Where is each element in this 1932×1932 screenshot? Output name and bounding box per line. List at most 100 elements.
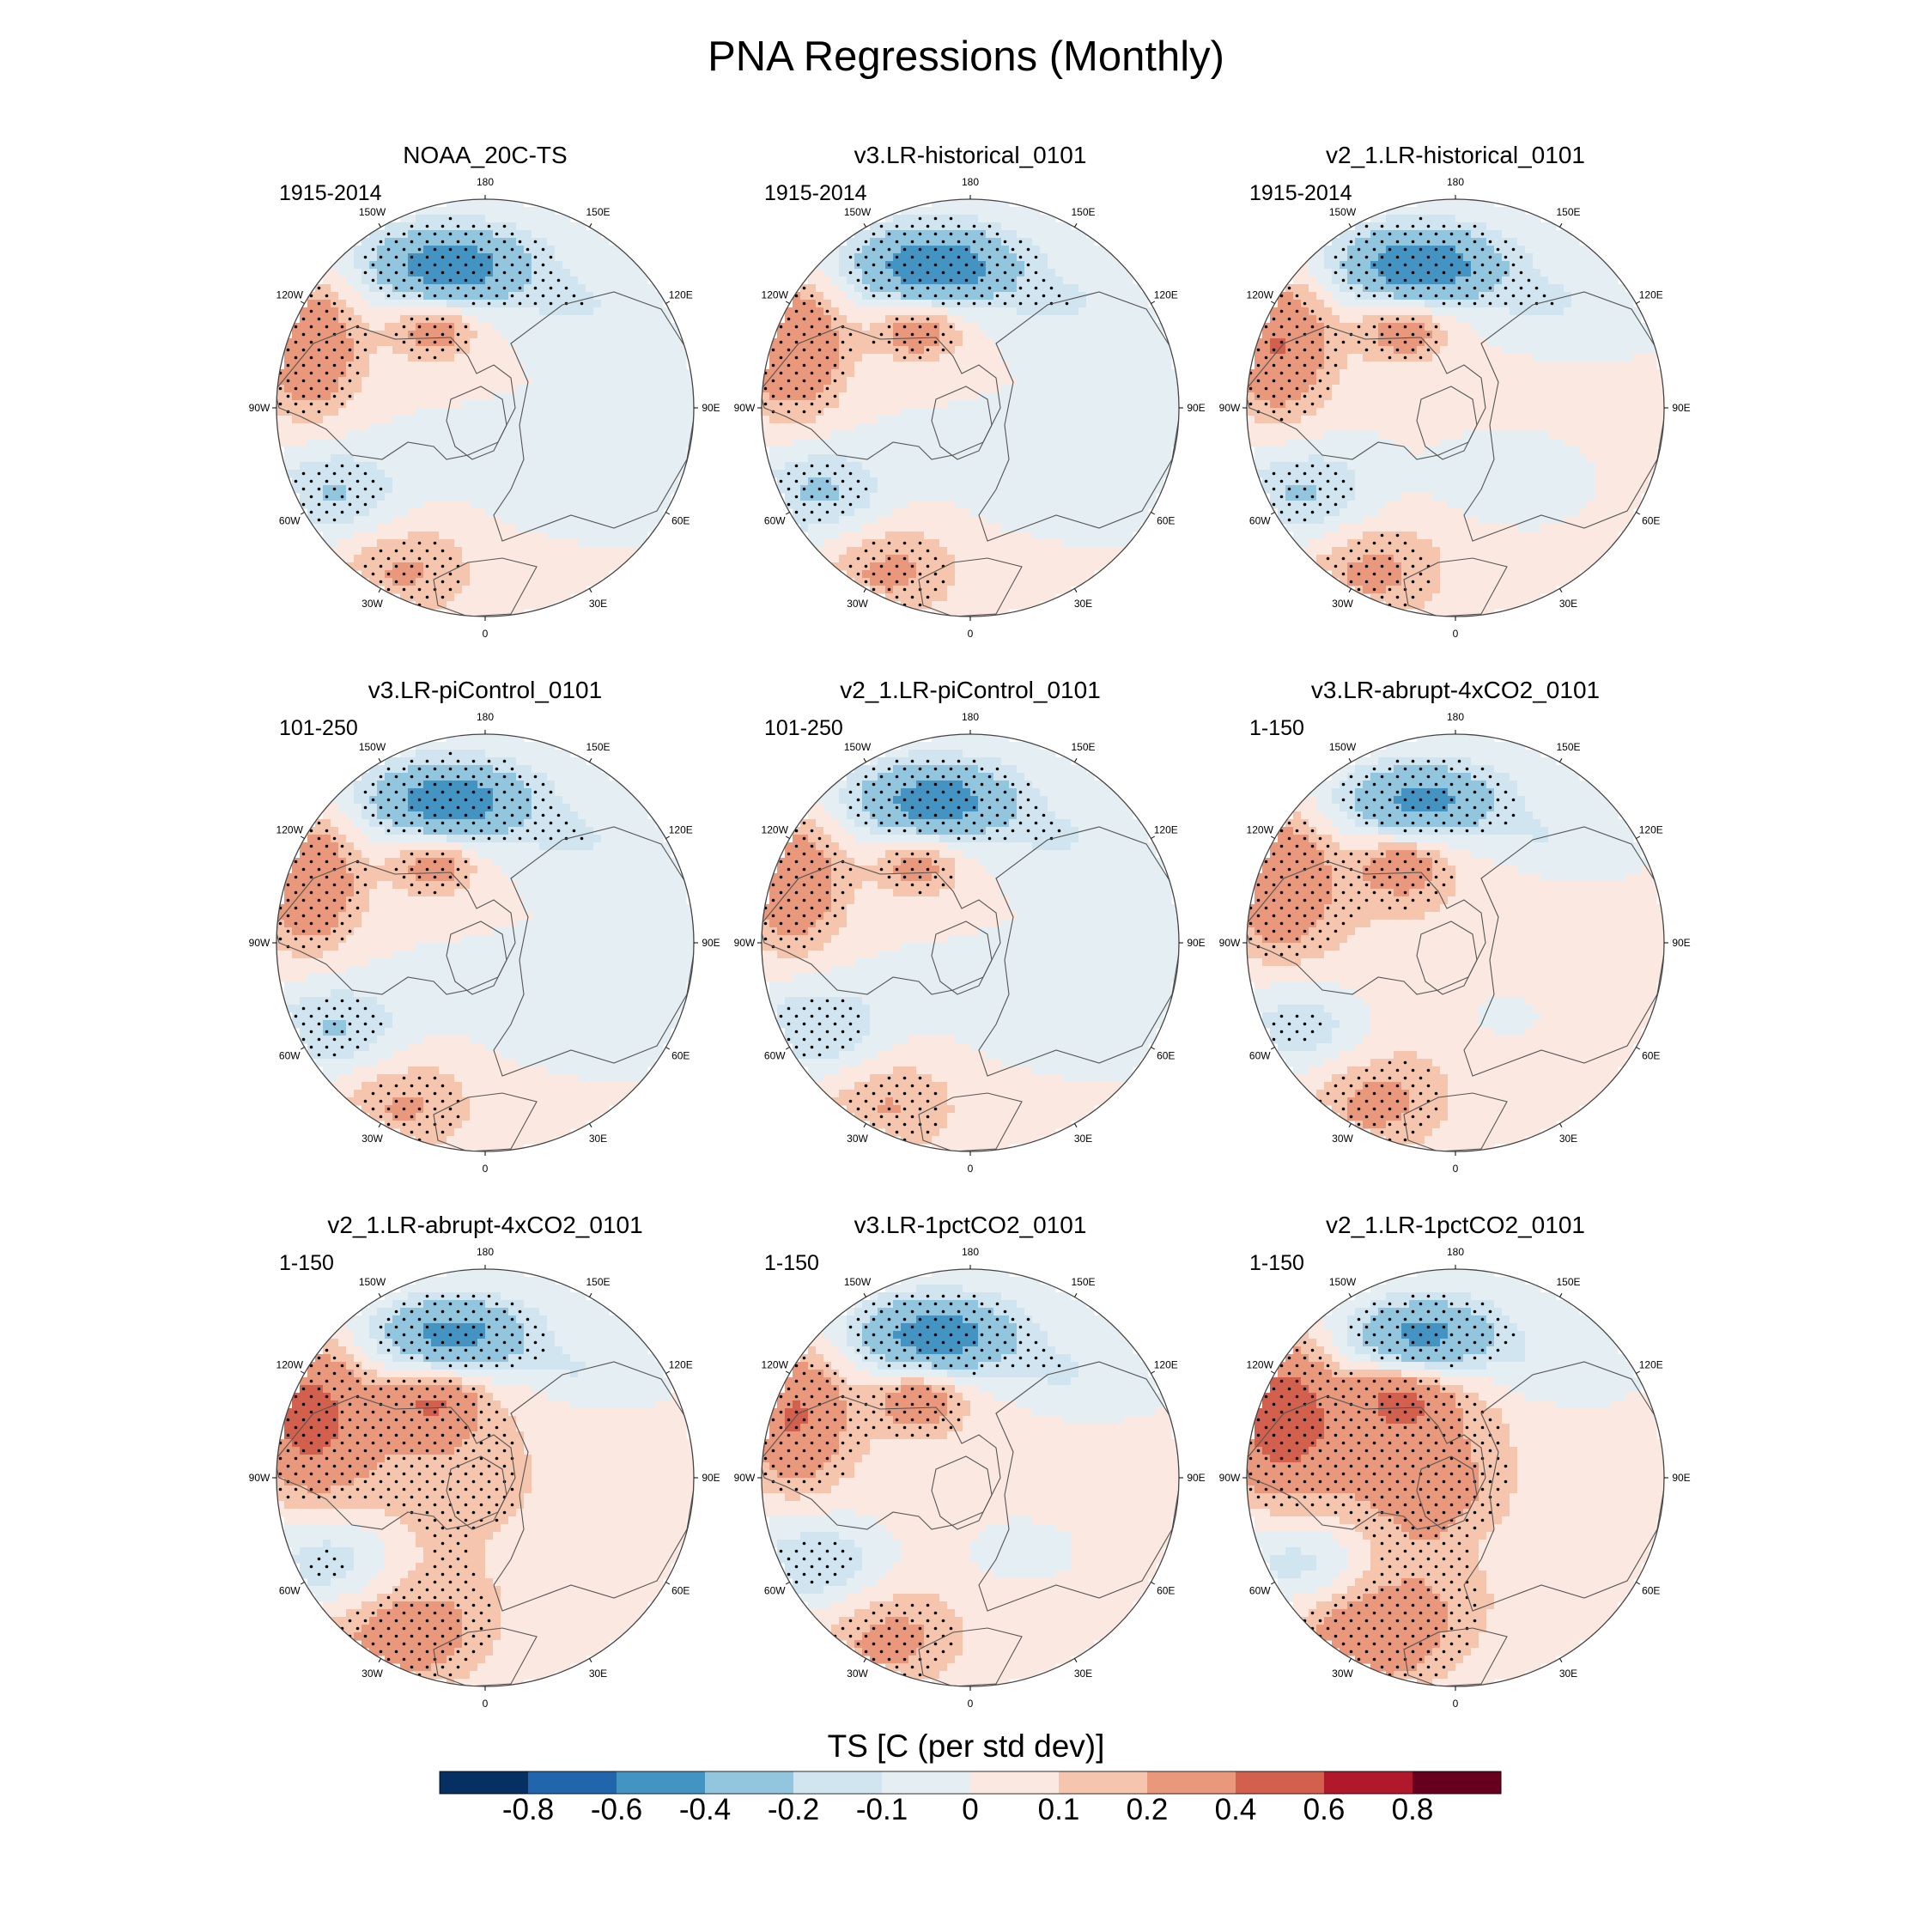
colorbar-tick: -0.4: [679, 1793, 731, 1827]
longitude-label: 150E: [1556, 1276, 1580, 1288]
longitude-label: 150W: [1329, 206, 1357, 218]
longitude-label: 150E: [586, 741, 610, 753]
longitude-label: 90E: [702, 402, 720, 414]
longitude-label: 90E: [1672, 1472, 1690, 1484]
colorbar-tick: 0.8: [1392, 1793, 1434, 1827]
colorbar-tick: -0.2: [768, 1793, 819, 1827]
longitude-label: 150W: [1329, 1276, 1357, 1288]
panel-title: v2_1.LR-1pctCO2_0101: [1326, 1212, 1585, 1238]
colorbar-swatch: [882, 1771, 971, 1794]
longitude-label: 150E: [586, 206, 610, 218]
longitude-label: 90E: [1187, 1472, 1205, 1484]
longitude-label: 120W: [762, 1359, 789, 1371]
ts-regression-field: [1245, 1269, 1666, 1687]
longitude-label: 30W: [1332, 598, 1353, 610]
longitude-label: 0: [968, 628, 974, 640]
colorbar-tick: 0: [962, 1793, 978, 1827]
panel-title: v2_1.LR-abrupt-4xCO2_0101: [327, 1212, 642, 1238]
longitude-label: 120E: [669, 1359, 693, 1371]
period-label: 1-150: [764, 1251, 819, 1275]
longitude-label: 60W: [1249, 515, 1271, 527]
ts-regression-field: [760, 199, 1181, 617]
map-panel: 180 150E 120E 90E 60E 30E 0 30W 60W 90W 120W 150W v2…: [1219, 1212, 1691, 1710]
longitude-label: 150W: [844, 206, 872, 218]
longitude-label: 180: [962, 176, 979, 188]
longitude-label: 180: [1447, 1246, 1464, 1258]
longitude-label: 180: [962, 711, 979, 723]
longitude-label: 150W: [1329, 741, 1357, 753]
longitude-label: 150E: [1071, 741, 1095, 753]
longitude-label: 60W: [764, 515, 786, 527]
longitude-label: 30E: [1074, 1668, 1092, 1680]
longitude-label: 0: [483, 1698, 489, 1710]
colorbar-swatch: [1324, 1771, 1413, 1794]
longitude-label: 30W: [847, 1668, 868, 1680]
longitude-label: 150E: [1556, 741, 1580, 753]
longitude-label: 150W: [844, 1276, 872, 1288]
longitude-label: 180: [477, 1246, 494, 1258]
longitude-label: 30E: [1559, 1668, 1577, 1680]
longitude-label: 180: [1447, 711, 1464, 723]
colorbar-tick: -0.6: [591, 1793, 642, 1827]
period-label: 1915-2014: [1249, 181, 1352, 205]
colorbar-tick: 0.1: [1038, 1793, 1080, 1827]
longitude-label: 120W: [276, 289, 304, 301]
colorbar-swatch: [1413, 1771, 1502, 1794]
longitude-label: 180: [477, 176, 494, 188]
colorbar-tick: 0.4: [1215, 1793, 1257, 1827]
longitude-label: 60W: [764, 1585, 786, 1597]
map-panel: 180 150E 120E 90E 60E 30E 0 30W 60W 90W 120W 150W v2…: [1219, 142, 1691, 640]
longitude-label: 60W: [1249, 1050, 1271, 1062]
longitude-label: 60E: [1157, 1585, 1175, 1597]
colorbar-title: TS [C (per std dev)]: [0, 1728, 1932, 1765]
longitude-label: 90W: [1219, 937, 1241, 949]
period-label: 101-250: [279, 716, 358, 740]
longitude-label: 30E: [1074, 598, 1092, 610]
ts-regression-field: [1245, 734, 1666, 1152]
longitude-label: 120E: [1639, 289, 1663, 301]
map-panel: 180 150E 120E 90E 60E 30E 0 30W 60W 90W 120W 150W v3…: [734, 142, 1206, 640]
panel-title: v3.LR-abrupt-4xCO2_0101: [1311, 677, 1600, 703]
longitude-label: 30W: [847, 598, 868, 610]
longitude-label: 180: [1447, 176, 1464, 188]
longitude-label: 60W: [279, 1585, 301, 1597]
ts-regression-field: [275, 199, 696, 617]
longitude-label: 90W: [249, 1472, 270, 1484]
panel-title: v3.LR-piControl_0101: [368, 677, 602, 703]
longitude-label: 60E: [671, 515, 690, 527]
colorbar-swatch: [440, 1771, 529, 1794]
longitude-label: 120W: [276, 824, 304, 836]
longitude-label: 150E: [1556, 206, 1580, 218]
colorbar-swatch: [1236, 1771, 1325, 1794]
longitude-label: 120W: [276, 1359, 304, 1371]
longitude-label: 30E: [589, 598, 607, 610]
period-label: 1915-2014: [279, 181, 382, 205]
longitude-label: 150W: [844, 741, 872, 753]
longitude-label: 0: [483, 628, 489, 640]
longitude-label: 60W: [1249, 1585, 1271, 1597]
longitude-label: 30E: [589, 1133, 607, 1145]
longitude-label: 120W: [1247, 1359, 1274, 1371]
longitude-label: 60E: [1642, 1585, 1660, 1597]
longitude-label: 90W: [734, 1472, 756, 1484]
longitude-label: 30E: [589, 1668, 607, 1680]
panel-title: NOAA_20C-TS: [403, 142, 567, 168]
longitude-label: 90E: [1187, 937, 1205, 949]
longitude-label: 30E: [1074, 1133, 1092, 1145]
map-panel: 180 150E 120E 90E 60E 30E 0 30W 60W 90W 120W 150W v2…: [249, 1212, 720, 1710]
longitude-label: 150E: [1071, 206, 1095, 218]
longitude-label: 90W: [1219, 402, 1241, 414]
colorbar-tick: 0.6: [1303, 1793, 1346, 1827]
longitude-label: 0: [968, 1698, 974, 1710]
map-panel: 180 150E 120E 90E 60E 30E 0 30W 60W 90W 120W 150W v3…: [1219, 677, 1691, 1175]
longitude-label: 120W: [1247, 289, 1274, 301]
longitude-label: 120E: [669, 289, 693, 301]
longitude-label: 60W: [279, 515, 301, 527]
longitude-label: 90E: [1672, 937, 1690, 949]
longitude-label: 120E: [1154, 824, 1178, 836]
longitude-label: 0: [483, 1163, 489, 1175]
panel-title: v2_1.LR-historical_0101: [1326, 142, 1585, 168]
map-panel: 180 150E 120E 90E 60E 30E 0 30W 60W 90W 120W 150W v3…: [249, 677, 720, 1175]
longitude-label: 150W: [359, 206, 386, 218]
longitude-label: 30W: [847, 1133, 868, 1145]
